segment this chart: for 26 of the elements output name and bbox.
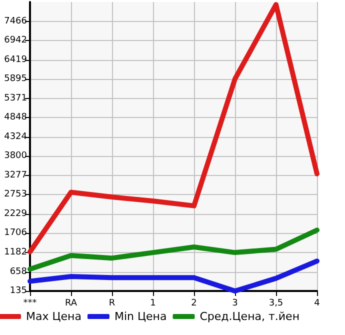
x-tick-label: 2 [191,298,197,308]
y-tick-label: 135 [10,286,27,296]
y-tick-label: 3277 [4,170,27,180]
y-tick-label: 7466 [4,16,28,26]
x-tick-label: 3,5 [268,298,284,308]
y-tick-label: 4324 [4,132,28,142]
y-tick-label: 2229 [4,208,28,219]
x-tick-label: 4 [314,298,320,308]
legend-label: Сред.Цена, т.йен [200,310,300,323]
y-tick-label: 5895 [4,74,27,84]
y-tick-label: 1706 [4,228,28,238]
legend-label: Max Цена [26,310,82,323]
x-tick-label: *** [23,298,38,308]
x-tick-label: 3 [232,298,238,308]
y-tick-label: 658 [10,266,28,277]
x-tick-label: R [108,298,116,308]
x-tick-label: 1 [150,298,156,308]
y-tick-label: 1182 [4,247,27,258]
y-tick-label: 4848 [4,112,28,123]
legend-label: Min Цена [114,310,167,323]
x-tick-label: RA [64,298,78,308]
y-tick-label: 2753 [4,190,27,200]
y-tick-label: 6942 [4,36,27,46]
y-tick-label: 5371 [4,93,27,104]
y-tick-label: 6419 [4,54,28,65]
y-tick-label: 3800 [4,151,28,162]
